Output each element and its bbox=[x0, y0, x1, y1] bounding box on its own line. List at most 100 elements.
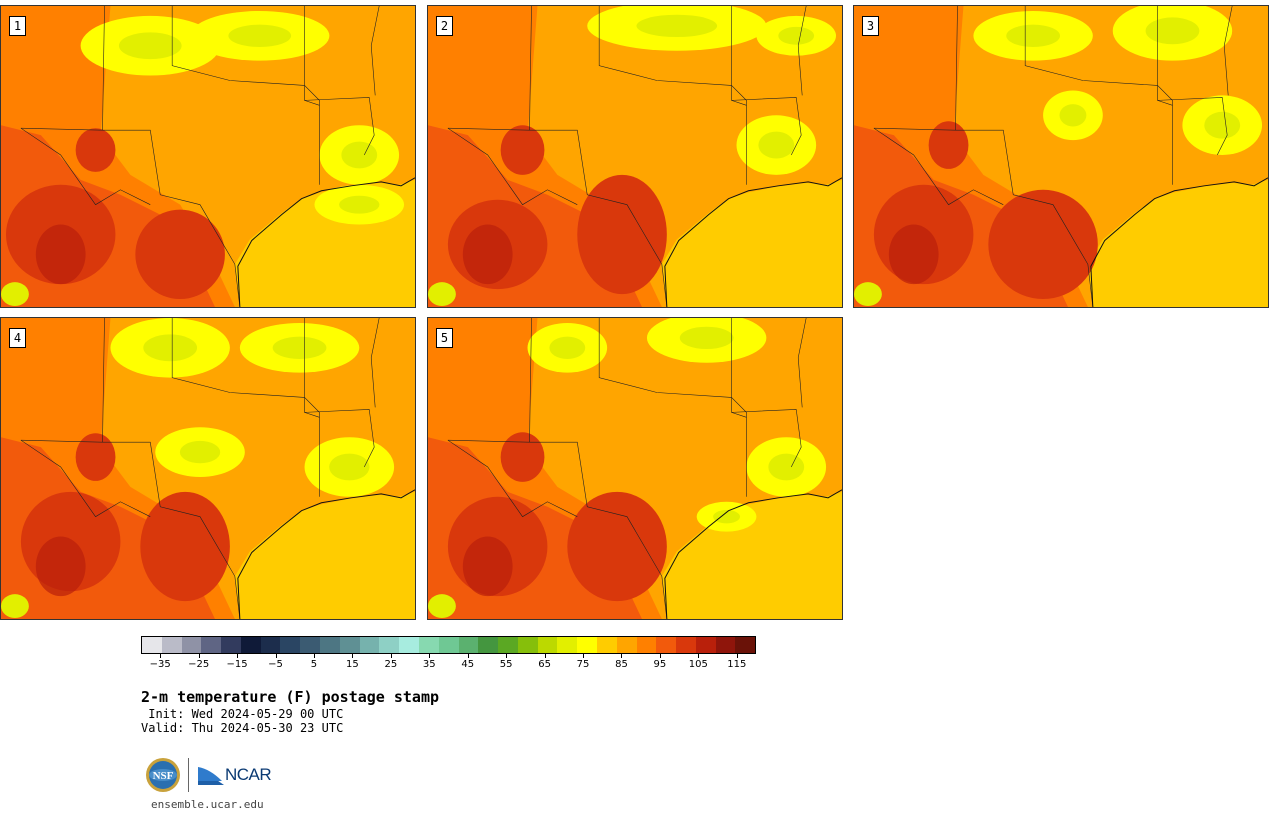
hotspot bbox=[35, 536, 86, 597]
member-label-2: 2 bbox=[436, 16, 453, 36]
colorbar-swatch bbox=[656, 637, 677, 653]
colorbar-swatch bbox=[399, 637, 419, 653]
colorbar-tick bbox=[313, 654, 315, 658]
ncar-logo-text: NCAR bbox=[225, 765, 272, 784]
cool-region bbox=[341, 141, 378, 169]
ncar-logo: NCAR bbox=[198, 765, 272, 785]
state-border bbox=[102, 129, 241, 307]
colorbar-tick bbox=[237, 654, 239, 658]
hotspot bbox=[928, 121, 969, 169]
cool-region bbox=[636, 14, 718, 38]
colorbar-swatch bbox=[201, 637, 222, 653]
colorbar-swatch bbox=[577, 637, 597, 653]
logo-divider bbox=[188, 758, 189, 792]
coastline bbox=[664, 489, 842, 619]
hotspot bbox=[140, 491, 230, 602]
colorbar-tick-label: −15 bbox=[226, 659, 248, 670]
temperature-map-4 bbox=[1, 318, 415, 619]
state-border bbox=[731, 318, 802, 468]
chart-title: 2-m temperature (F) postage stamp bbox=[141, 688, 440, 706]
colorbar-tick bbox=[275, 654, 277, 658]
state-border bbox=[731, 412, 747, 418]
hotspot bbox=[988, 189, 1098, 300]
cool-region bbox=[118, 32, 182, 60]
colorbar-tick-label: 75 bbox=[576, 659, 590, 670]
gulf-of-mexico bbox=[1087, 179, 1268, 307]
cool-region bbox=[1, 282, 29, 307]
cool-region bbox=[778, 26, 815, 45]
state-border bbox=[598, 6, 747, 185]
colorbar-swatch bbox=[339, 637, 360, 653]
source-url: ensemble.ucar.edu bbox=[151, 798, 264, 811]
colorbar-swatch bbox=[735, 637, 756, 653]
colorbar-swatch bbox=[320, 637, 340, 653]
state-border bbox=[598, 318, 747, 497]
hotspot bbox=[75, 128, 116, 172]
ensemble-member-panel-5: 5 bbox=[427, 317, 843, 620]
cool-region bbox=[854, 282, 882, 307]
colorbar-tick bbox=[621, 654, 623, 658]
temperature-map-2 bbox=[428, 6, 842, 307]
colorbar-swatch bbox=[260, 637, 281, 653]
hotspot bbox=[500, 432, 545, 482]
cool-region bbox=[758, 131, 795, 159]
hotspot bbox=[462, 536, 513, 597]
colorbar-tick-label: 105 bbox=[688, 659, 708, 670]
colorbar-swatch bbox=[280, 637, 301, 653]
temperature-map-3 bbox=[854, 6, 1268, 307]
colorbar-tick-label: −5 bbox=[268, 659, 283, 670]
cool-region bbox=[228, 24, 292, 47]
ensemble-member-panel-3: 3 bbox=[853, 5, 1269, 308]
state-border bbox=[873, 127, 1004, 206]
coastline bbox=[1090, 177, 1268, 307]
state-border bbox=[171, 6, 320, 185]
state-border bbox=[529, 441, 668, 619]
colorbar-swatch bbox=[478, 637, 499, 653]
colorbar-tick bbox=[390, 654, 392, 658]
state-border bbox=[1024, 6, 1173, 185]
hotspot bbox=[35, 224, 86, 285]
state-border bbox=[102, 441, 241, 619]
hotspot bbox=[462, 224, 513, 285]
cool-region bbox=[329, 453, 370, 481]
ensemble-member-panel-1: 1 bbox=[0, 5, 416, 308]
cool-region bbox=[549, 336, 586, 359]
state-border bbox=[304, 6, 375, 156]
cool-region bbox=[143, 334, 198, 362]
colorbar-swatch bbox=[715, 637, 736, 653]
colorbar-swatch bbox=[616, 637, 637, 653]
colorbar-tick-label: 85 bbox=[615, 659, 628, 670]
colorbar-tick-label: 115 bbox=[727, 659, 747, 670]
init-time: Init: Wed 2024-05-29 00 UTC bbox=[141, 707, 344, 721]
colorbar-swatch bbox=[458, 637, 479, 653]
colorbar-tick-label: 65 bbox=[538, 659, 551, 670]
state-border bbox=[731, 100, 747, 106]
colorbar-tick bbox=[198, 654, 200, 658]
sponsor-logos: NSF NCAR bbox=[145, 756, 272, 794]
colorbar-tick-label: −25 bbox=[188, 659, 210, 670]
temperature-map-5 bbox=[428, 318, 842, 619]
colorbar-tick bbox=[583, 654, 585, 658]
colorbar-swatch bbox=[596, 637, 617, 653]
colorbar-swatch bbox=[181, 637, 202, 653]
state-border bbox=[304, 412, 320, 418]
cool-region bbox=[1059, 104, 1087, 127]
gulf-of-mexico bbox=[661, 491, 842, 619]
colorbar-swatch bbox=[557, 637, 578, 653]
ensemble-member-panel-4: 4 bbox=[0, 317, 416, 620]
state-border bbox=[370, 6, 380, 96]
colorbar-swatch bbox=[221, 637, 241, 653]
colorbar-swatch bbox=[161, 637, 182, 653]
colorbar-tick bbox=[544, 654, 546, 658]
colorbar-tick bbox=[698, 654, 700, 658]
colorbar-tick bbox=[659, 654, 661, 658]
colorbar-tick-label: 25 bbox=[384, 659, 398, 670]
member-label-5: 5 bbox=[436, 328, 453, 348]
cool-region bbox=[713, 509, 740, 524]
colorbar-swatch bbox=[636, 637, 657, 653]
state-border bbox=[731, 6, 802, 156]
state-border bbox=[955, 129, 1094, 307]
coastline bbox=[237, 489, 415, 619]
colorbar-swatch bbox=[695, 637, 716, 653]
cool-region bbox=[179, 440, 221, 464]
